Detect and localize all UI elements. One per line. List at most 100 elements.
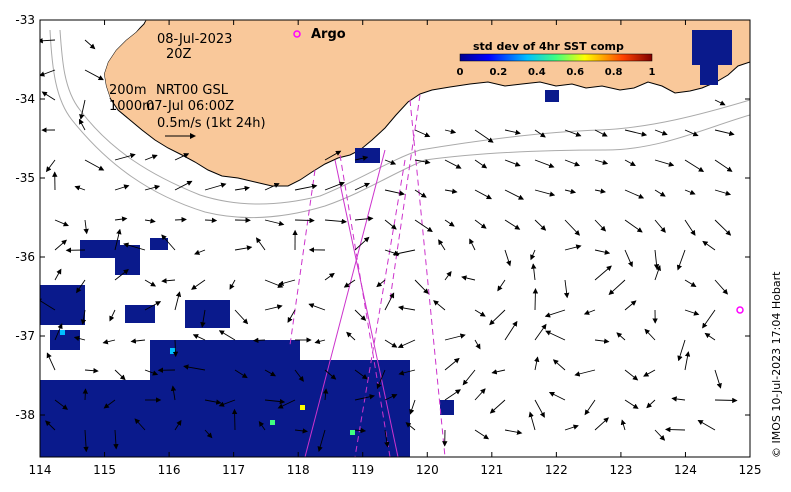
current-arrow xyxy=(54,268,62,281)
current-arrow xyxy=(384,429,390,448)
current-arrow xyxy=(191,279,206,290)
current-arrow xyxy=(544,309,566,318)
current-arrow xyxy=(504,219,521,230)
current-arrow xyxy=(264,369,276,377)
current-arrow xyxy=(114,269,129,281)
current-arrow xyxy=(123,242,146,251)
current-arrow xyxy=(103,399,116,409)
argo-legend-icon xyxy=(293,30,301,38)
current-arrow xyxy=(376,369,386,390)
current-arrow xyxy=(564,219,581,236)
current-arrow xyxy=(444,333,466,341)
current-arrow xyxy=(114,153,136,161)
y-tick-label: -38 xyxy=(15,408,35,422)
y-axis-ticks: -33 -34 -35 -36 -37 -38 xyxy=(15,13,750,422)
x-tick-label: 119 xyxy=(351,463,374,477)
current-arrow xyxy=(45,159,56,173)
current-arrow xyxy=(414,159,431,165)
sst-highlights xyxy=(60,330,355,435)
current-arrow xyxy=(564,244,582,251)
current-arrow xyxy=(40,69,56,77)
current-arrow xyxy=(40,298,56,311)
current-arrow xyxy=(397,339,416,349)
current-arrow xyxy=(491,369,506,375)
current-arrow xyxy=(654,265,661,281)
current-arrow xyxy=(174,291,182,311)
current-arrow xyxy=(384,189,405,196)
current-arrow xyxy=(294,369,304,382)
current-arrow xyxy=(616,332,626,341)
current-arrow xyxy=(79,99,86,120)
current-arrow xyxy=(461,275,476,281)
current-arrow xyxy=(444,357,460,371)
current-arrow xyxy=(174,180,193,191)
current-arrow xyxy=(714,397,738,404)
current-arrow xyxy=(174,216,187,223)
current-arrow xyxy=(697,419,716,431)
current-arrow xyxy=(354,309,367,321)
current-arrow xyxy=(84,39,96,50)
current-arrow xyxy=(714,159,733,172)
current-arrow xyxy=(624,219,643,233)
current-arrow xyxy=(170,385,177,401)
current-arrow xyxy=(624,159,636,167)
current-arrow xyxy=(113,429,119,450)
current-arrow xyxy=(174,419,182,431)
current-arrow xyxy=(714,369,722,389)
current-arrow xyxy=(409,399,416,415)
current-arrow xyxy=(354,427,367,434)
current-arrow xyxy=(534,189,556,197)
current-arrow xyxy=(444,159,462,169)
current-arrow xyxy=(474,129,494,143)
satellite-tracks xyxy=(289,94,446,457)
current-arrow xyxy=(474,159,488,169)
current-arrow xyxy=(469,238,476,251)
current-arrow xyxy=(324,369,337,380)
current-arrow xyxy=(504,429,523,435)
current-arrow xyxy=(234,185,250,192)
current-arrow xyxy=(654,159,675,167)
current-arrow xyxy=(504,249,512,267)
current-arrow xyxy=(594,249,611,255)
current-arrow xyxy=(548,391,566,401)
current-arrow xyxy=(278,279,296,286)
current-arrow xyxy=(564,424,579,431)
current-arrow xyxy=(324,218,347,225)
current-arrow xyxy=(654,429,666,441)
current-arrow xyxy=(444,389,461,401)
current-arrow xyxy=(405,422,416,431)
current-arrow xyxy=(384,292,395,311)
current-arrow xyxy=(444,219,455,227)
current-arrow xyxy=(324,181,345,191)
current-arrow xyxy=(684,189,696,195)
current-arrow xyxy=(714,219,732,236)
current-arrow xyxy=(528,411,536,431)
current-arrow xyxy=(534,159,555,169)
credit-label: © IMOS 10-Jul-2023 17:04 Hobart xyxy=(770,271,783,458)
current-arrow xyxy=(277,399,296,409)
y-tick-label: -35 xyxy=(15,171,35,185)
date-label: 08-Jul-2023 xyxy=(157,32,232,47)
current-arrow xyxy=(594,265,612,281)
x-tick-label: 117 xyxy=(222,463,245,477)
current-arrow xyxy=(354,182,371,191)
current-arrow xyxy=(594,338,610,344)
current-arrow xyxy=(144,301,162,311)
current-arrow xyxy=(684,159,705,172)
current-arrow xyxy=(677,339,686,362)
current-arrow xyxy=(46,352,56,371)
current-arrow xyxy=(474,429,490,440)
current-arrow xyxy=(183,364,206,371)
y-tick-label: -37 xyxy=(15,329,35,343)
depth-200-label: 200m xyxy=(109,83,146,98)
current-arrow xyxy=(384,159,397,165)
current-vectors xyxy=(40,38,738,453)
current-arrow xyxy=(714,279,728,295)
bathymetry-1000m xyxy=(49,29,750,219)
current-arrow xyxy=(253,337,266,344)
current-arrow xyxy=(532,288,539,311)
current-arrow xyxy=(444,188,458,194)
current-arrow xyxy=(624,189,645,199)
current-arrow xyxy=(200,309,206,328)
